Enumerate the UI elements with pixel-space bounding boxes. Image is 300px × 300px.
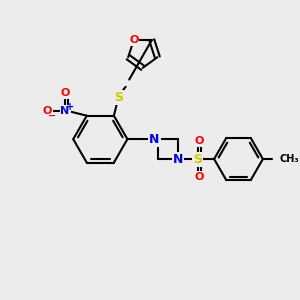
Text: O: O [194, 136, 203, 146]
Text: −: − [47, 111, 56, 121]
Text: N: N [149, 133, 160, 146]
Text: S: S [194, 152, 202, 166]
Text: +: + [65, 102, 74, 112]
Text: O: O [60, 88, 70, 98]
Text: S: S [114, 91, 123, 104]
Text: N: N [173, 152, 183, 166]
Text: N: N [61, 106, 70, 116]
Text: O: O [129, 35, 138, 45]
Text: O: O [194, 172, 203, 182]
Text: O: O [42, 106, 52, 116]
Text: CH₃: CH₃ [279, 154, 299, 164]
